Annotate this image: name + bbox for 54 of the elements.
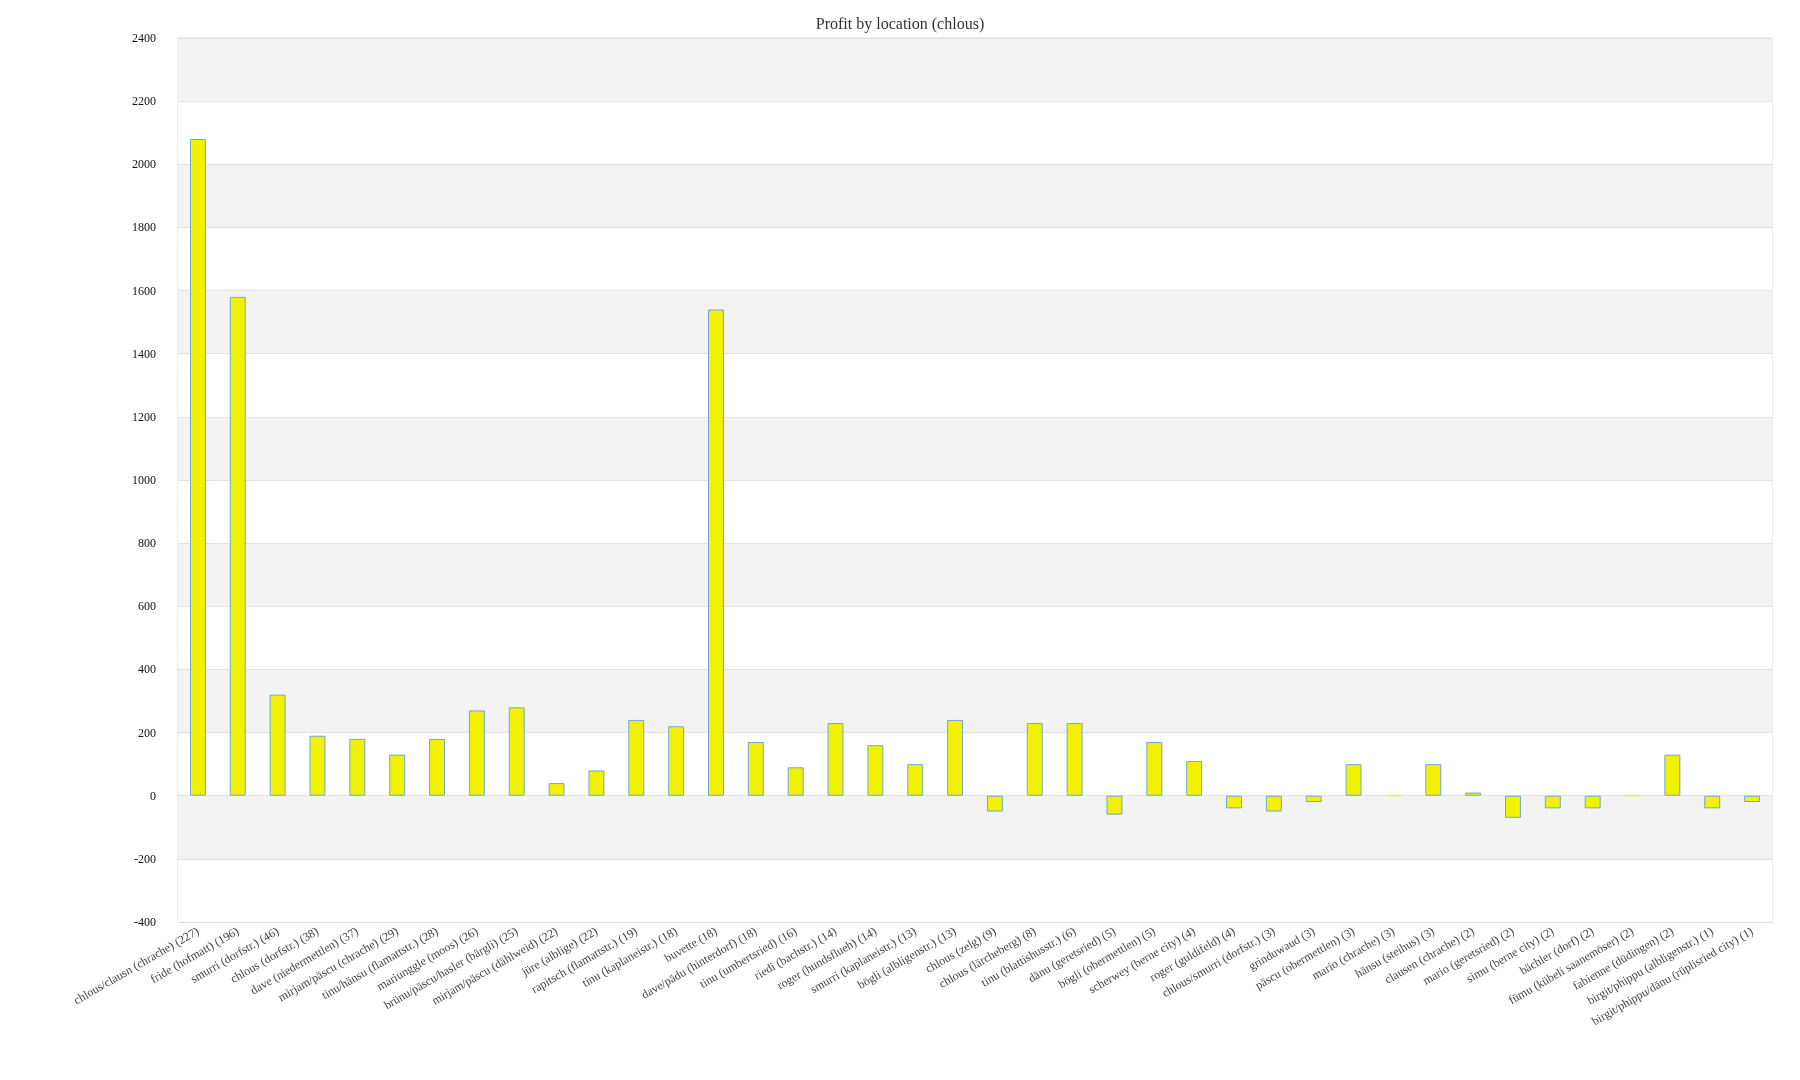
bar bbox=[1305, 795, 1322, 803]
bar bbox=[747, 742, 764, 796]
y-tick-label: 2400 bbox=[132, 31, 156, 45]
bar bbox=[468, 710, 485, 796]
y-tick-label: -200 bbox=[134, 851, 156, 866]
y-tick-label: 800 bbox=[138, 536, 156, 551]
bar bbox=[907, 764, 924, 796]
bar bbox=[1505, 795, 1521, 818]
bar bbox=[1146, 742, 1163, 796]
y-tick-label: 400 bbox=[138, 662, 156, 677]
y-tick-label: 2000 bbox=[132, 157, 156, 172]
bar bbox=[1186, 760, 1203, 796]
bar bbox=[508, 707, 525, 796]
bar bbox=[548, 783, 565, 796]
bar bbox=[1544, 795, 1561, 809]
bar bbox=[628, 719, 645, 796]
bar bbox=[708, 309, 724, 796]
y-tick-label: 200 bbox=[138, 725, 156, 740]
y-tick-label: 0 bbox=[150, 788, 156, 803]
bar bbox=[269, 694, 286, 796]
bar bbox=[827, 723, 844, 796]
y-tick-label: 1200 bbox=[132, 409, 156, 424]
bar bbox=[867, 745, 884, 796]
bar bbox=[1226, 795, 1242, 809]
bar bbox=[1664, 754, 1681, 796]
y-tick-label: 1800 bbox=[132, 220, 156, 235]
chart-title: Profit by location (chlous) bbox=[815, 14, 985, 33]
y-tick-label: 600 bbox=[138, 599, 156, 614]
bar bbox=[1345, 764, 1362, 796]
bar bbox=[1584, 795, 1601, 809]
bar bbox=[189, 139, 206, 796]
bar bbox=[309, 735, 326, 796]
bar bbox=[1066, 723, 1083, 796]
y-tick-label: 1600 bbox=[132, 283, 156, 298]
bar bbox=[947, 719, 964, 796]
bar bbox=[1704, 795, 1721, 809]
bar bbox=[1744, 795, 1761, 803]
bar bbox=[588, 770, 605, 796]
bar bbox=[1465, 792, 1482, 796]
bar bbox=[1265, 795, 1282, 812]
bar bbox=[1026, 723, 1043, 796]
y-tick-label: -400 bbox=[134, 915, 156, 929]
y-tick-label: 1000 bbox=[132, 473, 156, 487]
y-tick-label: 2200 bbox=[132, 94, 156, 109]
bar bbox=[229, 296, 246, 796]
bar bbox=[668, 726, 685, 796]
bar bbox=[1425, 764, 1442, 796]
bar bbox=[986, 795, 1003, 812]
bar bbox=[429, 738, 445, 796]
bar bbox=[1106, 795, 1123, 815]
bar bbox=[389, 754, 406, 796]
bar bbox=[787, 767, 804, 796]
y-tick-label: 1400 bbox=[132, 346, 156, 361]
bar bbox=[349, 738, 366, 796]
